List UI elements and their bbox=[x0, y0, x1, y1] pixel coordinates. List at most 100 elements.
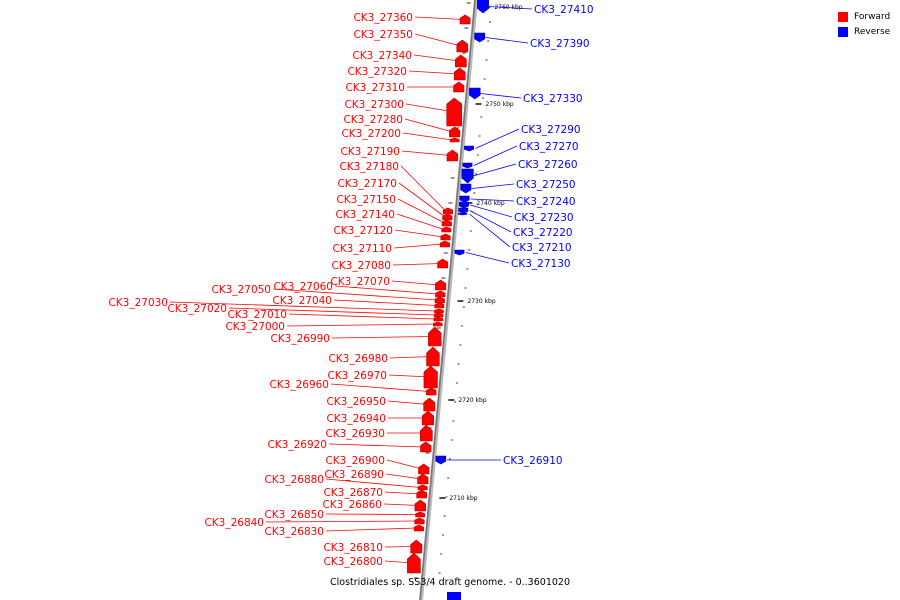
forward-gene-label: CK3_26900 bbox=[325, 455, 385, 467]
reverse-gene-label: CK3_27410 bbox=[534, 4, 594, 16]
forward-gene-arrow bbox=[420, 424, 433, 442]
forward-gene-label: CK3_27000 bbox=[225, 321, 285, 333]
reverse-gene-arrow bbox=[474, 32, 486, 43]
reverse-gene-label: CK3_27130 bbox=[511, 258, 571, 270]
forward-gene-label: CK3_26890 bbox=[324, 469, 384, 481]
forward-gene-label: CK3_27350 bbox=[353, 29, 413, 41]
forward-gene-leader bbox=[383, 503, 419, 506]
forward-gene-leader bbox=[384, 546, 415, 548]
reverse-gene-leader bbox=[480, 93, 522, 99]
forward-gene-label: CK3_27310 bbox=[345, 82, 405, 94]
forward-gene-leader bbox=[388, 374, 431, 378]
forward-gene-leader bbox=[169, 301, 437, 312]
forward-gene-leader bbox=[396, 213, 445, 230]
forward-gene-label: CK3_27070 bbox=[330, 276, 390, 288]
reverse-swatch bbox=[838, 26, 848, 37]
reverse-gene-arrow bbox=[459, 195, 470, 203]
forward-gene-leader bbox=[387, 400, 428, 405]
reverse-gene-arrow bbox=[477, 0, 489, 14]
forward-gene-label: CK3_27200 bbox=[341, 128, 401, 140]
reverse-gene-leader bbox=[485, 37, 529, 44]
forward-gene-leader bbox=[384, 560, 414, 564]
forward-gene-label: CK3_27280 bbox=[343, 114, 403, 126]
reverse-gene-label: CK3_26910 bbox=[503, 455, 563, 467]
forward-gene-leader bbox=[333, 299, 438, 306]
forward-gene-leader bbox=[331, 336, 435, 339]
forward-gene-label: CK3_26940 bbox=[326, 413, 386, 425]
forward-gene-leader bbox=[391, 280, 439, 286]
forward-gene-leader bbox=[286, 323, 436, 327]
forward-gene-label: CK3_27150 bbox=[336, 194, 396, 206]
forward-gene-leader bbox=[384, 491, 420, 495]
reverse-gene-label: CK3_27330 bbox=[523, 93, 583, 105]
legend-item-reverse: Reverse bbox=[838, 24, 890, 39]
genome-axis-shadow bbox=[419, 0, 478, 600]
forward-gene-label: CK3_27300 bbox=[344, 99, 404, 111]
forward-gene-leader bbox=[288, 313, 436, 320]
forward-gene-arrow bbox=[442, 207, 453, 215]
forward-gene-leader bbox=[325, 527, 417, 532]
reverse-gene-leader bbox=[471, 183, 515, 189]
reverse-gene-leader bbox=[488, 6, 533, 10]
reverse-gene-leader bbox=[475, 128, 520, 149]
forward-gene-arrow bbox=[437, 258, 449, 269]
forward-gene-leader bbox=[394, 229, 444, 238]
forward-gene-leader bbox=[385, 473, 422, 480]
forward-gene-arrow bbox=[441, 219, 452, 227]
reverse-gene-label: CK3_27250 bbox=[516, 179, 576, 191]
reverse-gene-label: CK3_27240 bbox=[516, 196, 576, 208]
reverse-gene-arrow bbox=[454, 249, 465, 256]
forward-gene-label: CK3_26860 bbox=[322, 499, 382, 511]
reverse-gene-arrow bbox=[435, 455, 447, 465]
forward-gene-label: CK3_27140 bbox=[335, 209, 395, 221]
forward-gene-label: CK3_26970 bbox=[327, 370, 387, 382]
legend-forward-label: Forward bbox=[854, 11, 891, 22]
forward-gene-leader bbox=[405, 103, 455, 113]
reverse-gene-arrow bbox=[469, 87, 481, 100]
forward-gene-label: CK3_27180 bbox=[339, 161, 399, 173]
forward-gene-leader bbox=[325, 478, 421, 488]
forward-gene-leader bbox=[389, 356, 433, 359]
forward-gene-label: CK3_26990 bbox=[270, 333, 330, 345]
forward-gene-arrow bbox=[439, 240, 450, 248]
forward-gene-label: CK3_26920 bbox=[267, 439, 327, 451]
reverse-gene-leader bbox=[469, 210, 512, 233]
forward-gene-leader bbox=[400, 165, 446, 212]
reverse-gene-label: CK3_27260 bbox=[518, 159, 578, 171]
forward-gene-label: CK3_27020 bbox=[167, 303, 227, 315]
forward-gene-label: CK3_27170 bbox=[337, 178, 397, 190]
forward-gene-label: CK3_27120 bbox=[333, 225, 393, 237]
forward-gene-label: CK3_26880 bbox=[264, 474, 324, 486]
forward-gene-leader bbox=[393, 243, 443, 249]
forward-gene-leader bbox=[325, 513, 418, 515]
reverse-gene-arrow bbox=[447, 592, 461, 600]
reverse-gene-arrow bbox=[461, 168, 474, 184]
forward-gene-label: CK3_26960 bbox=[269, 379, 329, 391]
forward-gene-arrow bbox=[407, 552, 421, 574]
forward-gene-arrow bbox=[442, 213, 453, 221]
forward-gene-label: CK3_27320 bbox=[347, 66, 407, 78]
reverse-gene-leader bbox=[469, 213, 511, 248]
forward-gene-label: CK3_26840 bbox=[204, 517, 264, 529]
reverse-gene-leader bbox=[465, 252, 510, 264]
forward-gene-leader bbox=[330, 383, 430, 392]
forward-gene-label: CK3_27360 bbox=[353, 12, 413, 24]
forward-gene-leader bbox=[401, 150, 451, 156]
legend: Forward Reverse bbox=[838, 9, 890, 39]
forward-swatch bbox=[838, 11, 848, 22]
forward-gene-label: CK3_27190 bbox=[340, 146, 400, 158]
forward-gene-label: CK3_27040 bbox=[272, 295, 332, 307]
forward-gene-leader bbox=[414, 16, 464, 20]
reverse-gene-label: CK3_27270 bbox=[519, 141, 579, 153]
forward-gene-label: CK3_27110 bbox=[332, 243, 392, 255]
forward-gene-leader bbox=[414, 33, 461, 47]
forward-gene-label: CK3_26810 bbox=[323, 542, 383, 554]
forward-gene-leader bbox=[334, 285, 439, 295]
forward-gene-arrow bbox=[456, 39, 469, 53]
forward-gene-leader bbox=[402, 132, 453, 141]
forward-gene-arrow bbox=[449, 126, 461, 138]
reverse-gene-label: CK3_27220 bbox=[513, 227, 573, 239]
scale-tick-label: 2710 kbp bbox=[449, 495, 477, 502]
forward-gene-leader bbox=[397, 198, 445, 224]
